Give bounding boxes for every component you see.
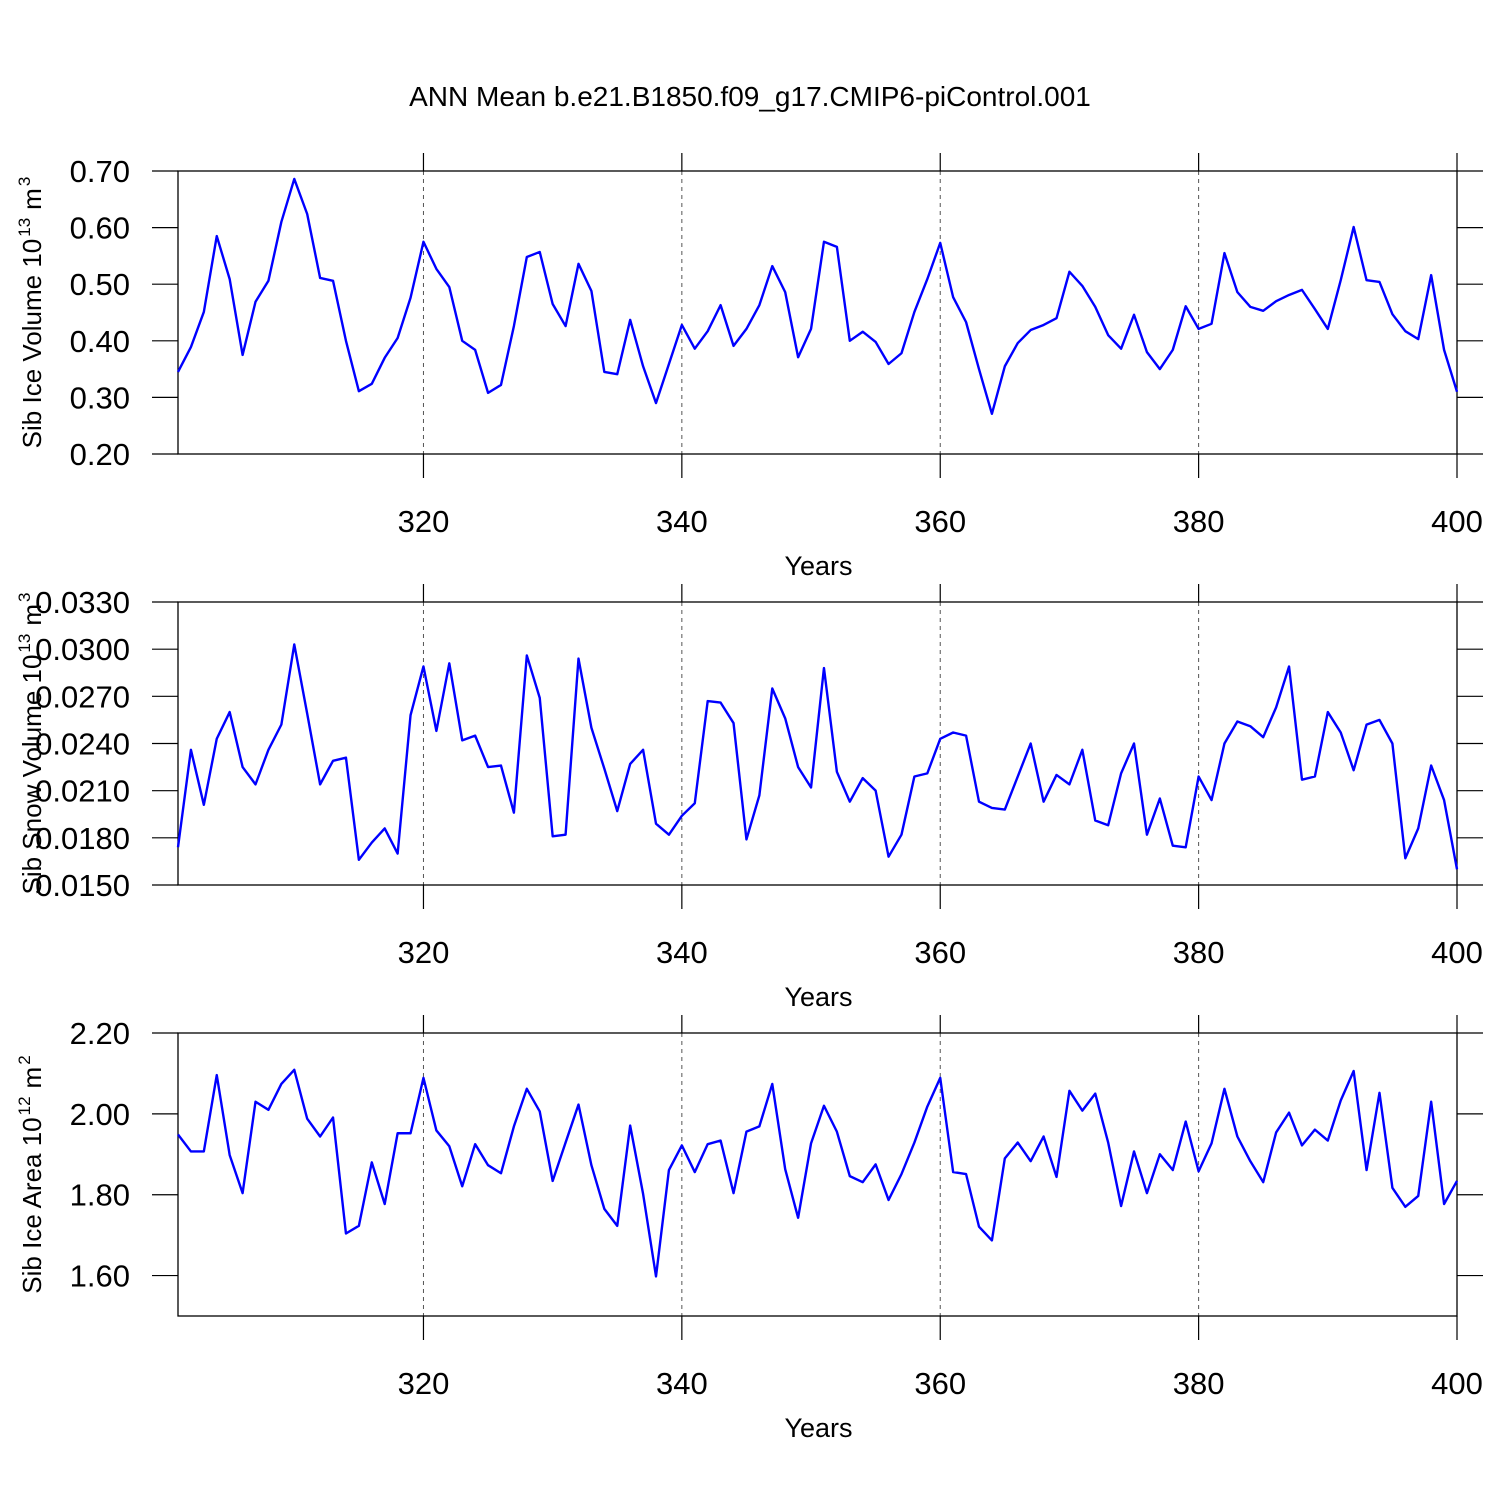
y-tick-label: 0.0150 [35,868,130,903]
panel: 320 340 360 380 400 1.60 1.80 2.00 2.20 Years Sib … [15,1015,1483,1443]
plot-frame [177,1032,1458,1317]
y-axis-label: Sib Ice Volume 10 13 m 3 [15,177,47,449]
x-tick-label: 320 [398,935,450,970]
y-tick-label: 0.40 [70,324,130,359]
x-axis-label: Years [784,551,852,581]
y-tick-label: 0.0300 [35,632,130,667]
x-tick-label: 400 [1431,504,1483,539]
y-tick-label: 0.70 [70,154,130,189]
y-axis-label-part: m [17,604,47,626]
y-tick-label: 0.0330 [35,585,130,620]
y-tick-label: 1.60 [70,1259,130,1294]
x-tick-label: 400 [1431,1366,1483,1401]
y-axis-label-superscript: 13 [15,634,34,653]
y-tick-label: 0.0270 [35,679,130,714]
y-tick-label: 0.30 [70,380,130,415]
y-axis-label-part: Sib Ice Volume 10 [17,239,47,449]
y-axis-label-superscript: 3 [15,593,34,602]
y-axis-label-superscript: 13 [15,218,34,237]
y-axis-label-part: m [17,188,47,210]
y-axis-label: Sib Snow Volume 10 13 m 3 [15,593,47,895]
y-axis-label-superscript: 2 [15,1055,34,1064]
figure-title: ANN Mean b.e21.B1850.f09_g17.CMIP6-piCon… [409,81,1091,112]
x-tick-label: 380 [1173,504,1225,539]
x-axis-label: Years [784,982,852,1012]
series-line [176,643,1459,870]
x-tick-label: 320 [398,504,450,539]
y-tick-label: 0.60 [70,211,130,246]
x-tick-label: 400 [1431,935,1483,970]
y-tick-label: 0.50 [70,267,130,302]
y-axis-label-part: m [17,1067,47,1089]
x-tick-label: 360 [914,1366,966,1401]
y-tick-label: 1.80 [70,1178,130,1213]
y-tick-label: 0.0180 [35,821,130,856]
y-tick-label: 0.0210 [35,774,130,809]
y-axis-label: Sib Ice Area 10 12 m 2 [15,1055,47,1293]
plot-frame [177,601,1458,886]
x-tick-label: 360 [914,935,966,970]
series-line [176,177,1459,416]
y-axis-label-superscript: 3 [15,177,34,186]
y-axis-label-superscript: 12 [15,1096,34,1115]
x-tick-label: 380 [1173,935,1225,970]
plot-frame [177,170,1458,455]
y-tick-label: 0.0240 [35,727,130,762]
x-tick-label: 360 [914,504,966,539]
x-tick-label: 320 [398,1366,450,1401]
x-tick-label: 380 [1173,1366,1225,1401]
x-axis-label: Years [784,1413,852,1443]
panel: 320 340 360 380 400 0.0150 0.0180 0.0210 0.0240 0… [15,584,1483,1012]
series-line [177,1068,1459,1278]
y-axis-label-part: Sib Ice Area 10 [17,1117,47,1293]
y-axis-label-part: Sib Snow Volume 10 [17,655,47,895]
panel: 320 340 360 380 400 0.20 0.30 0.40 0.50 0.60 0.70 Y… [15,153,1483,581]
y-tick-label: 0.20 [70,437,130,472]
x-tick-label: 340 [656,504,708,539]
y-tick-label: 2.20 [70,1016,130,1051]
y-tick-label: 2.00 [70,1097,130,1132]
x-tick-label: 340 [656,935,708,970]
x-tick-label: 340 [656,1366,708,1401]
